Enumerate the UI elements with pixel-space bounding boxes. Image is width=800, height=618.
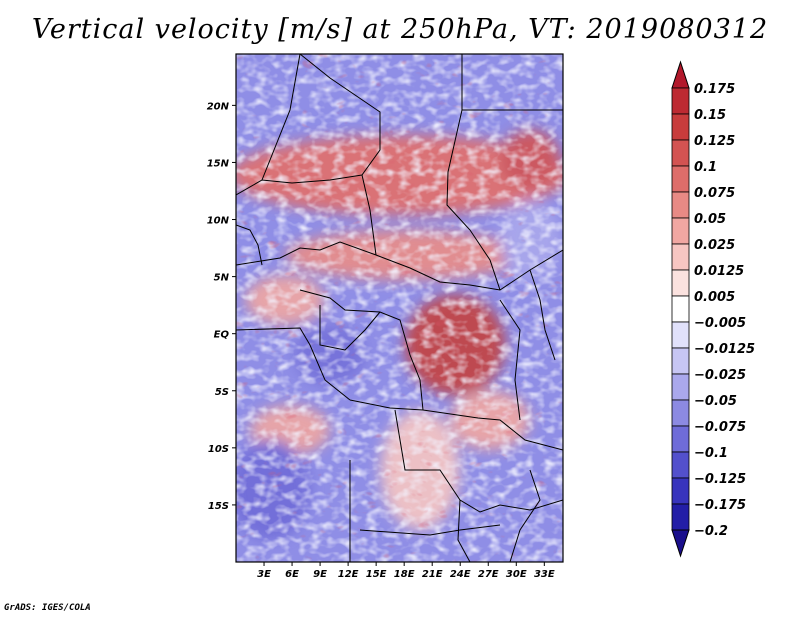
lon-tick-label: 9E (313, 569, 327, 580)
lon-tick-label: 18E (394, 569, 415, 580)
lon-tick-label: 3E (257, 569, 271, 580)
colorbar-swatch (671, 451, 690, 479)
colorbar-swatch (671, 347, 690, 375)
colorbar-swatch (671, 477, 690, 505)
lon-tick-label: 24E (450, 569, 471, 580)
colorbar-label: 0.0125 (694, 264, 744, 279)
lon-tick-label: 27E (478, 569, 499, 580)
colorbar-label: 0.175 (694, 82, 735, 97)
colorbar-swatch (671, 191, 690, 219)
vertical-velocity-field (236, 54, 563, 562)
country-borders (236, 54, 563, 562)
lon-tick-label: 30E (506, 569, 527, 580)
colorbar-swatch (671, 113, 690, 141)
colorbar-swatch (671, 269, 690, 297)
colorbar-label: 0.075 (694, 186, 735, 201)
lon-tick-label: 12E (338, 569, 359, 580)
colorbar-label: 0.15 (694, 108, 726, 123)
colorbar-label: −0.005 (694, 316, 746, 331)
colorbar-swatch (671, 165, 690, 193)
colorbar-swatch (671, 321, 690, 349)
lat-tick-label: 5S (215, 387, 229, 398)
lon-tick-label: 33E (534, 569, 555, 580)
colorbar-label: −0.175 (694, 498, 746, 513)
lon-tick-label: 21E (422, 569, 443, 580)
colorbar-swatch (671, 217, 690, 245)
lon-tick-label: 15E (366, 569, 387, 580)
colorbar-swatch (671, 295, 690, 323)
lat-tick-label: 15S (208, 501, 229, 512)
latitude-axis: 20N 15N 10N 5N EQ 5S 10S 15S (207, 101, 236, 512)
colorbar-label: 0.025 (694, 238, 735, 253)
lat-tick-label: 15N (207, 158, 230, 169)
colorbar-label: −0.05 (694, 394, 737, 409)
colorbar-swatch (671, 399, 690, 427)
colorbar-swatch (671, 373, 690, 401)
colorbar-top-arrow (671, 60, 690, 89)
colorbar-swatch (671, 243, 690, 271)
lat-tick-label: 5N (214, 273, 230, 284)
colorbar-label: −0.0125 (694, 342, 755, 357)
colorbar-label: 0.125 (694, 134, 735, 149)
colorbar-label: −0.1 (694, 446, 728, 461)
colorbar-bottom-arrow (671, 529, 690, 558)
lat-tick-label: 20N (207, 101, 230, 112)
colorbar-label: 0.1 (694, 160, 717, 175)
map-frame (235, 53, 564, 563)
colorbar-label: −0.075 (694, 420, 746, 435)
colorbar: 0.175 0.15 0.125 0.1 0.075 0.05 0.025 0.0125 0.0… (671, 60, 755, 558)
lat-tick-label: 10S (208, 444, 229, 455)
colorbar-label: 0.05 (694, 212, 726, 227)
colorbar-label: 0.005 (694, 290, 735, 305)
colorbar-swatch (671, 503, 690, 531)
colorbar-swatch (671, 139, 690, 167)
longitude-axis: 3E 6E 9E 12E 15E 18E 21E 24E 27E 30E 33E (257, 562, 555, 580)
lat-tick-label: EQ (214, 330, 230, 341)
colorbar-swatch (671, 87, 690, 115)
colorbar-label: −0.025 (694, 368, 746, 383)
colorbar-label: −0.2 (694, 524, 728, 539)
lat-tick-label: 10N (207, 216, 230, 227)
colorbar-label: −0.125 (694, 472, 746, 487)
map-title: Vertical velocity [m/s] at 250hPa, VT: 2… (31, 14, 769, 45)
credit-label: GrADS: IGES/COLA (4, 603, 91, 613)
colorbar-swatch (671, 425, 690, 453)
lon-tick-label: 6E (285, 569, 299, 580)
